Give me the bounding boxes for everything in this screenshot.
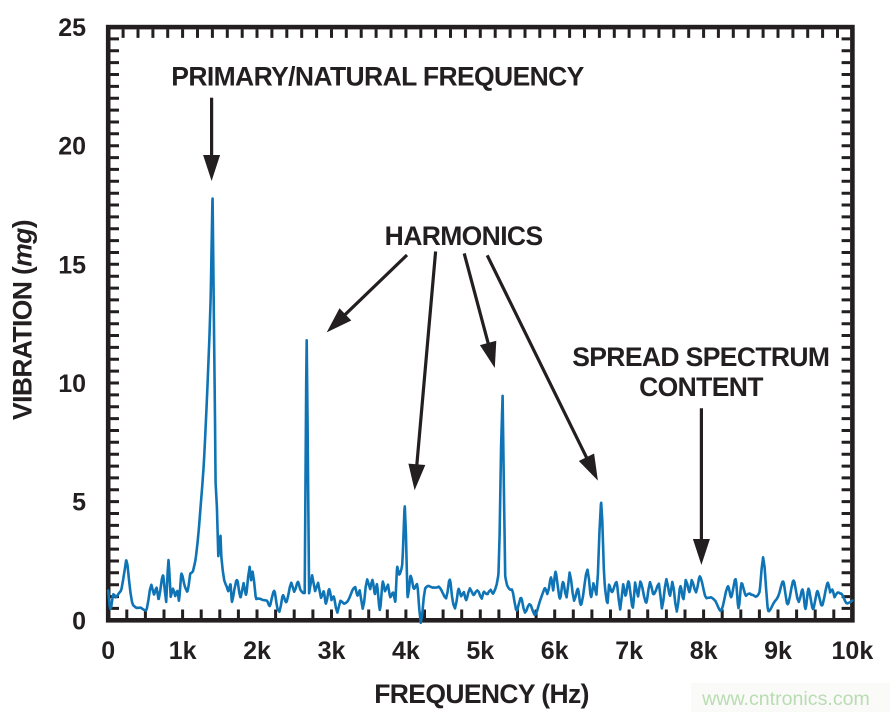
svg-text:10k: 10k (832, 637, 874, 665)
svg-text:0: 0 (101, 637, 115, 665)
svg-text:FREQUENCY (Hz): FREQUENCY (Hz) (374, 679, 589, 709)
svg-text:20: 20 (58, 133, 86, 161)
svg-text:PRIMARY/NATURAL FREQUENCY: PRIMARY/NATURAL FREQUENCY (171, 61, 584, 91)
svg-text:6k: 6k (541, 637, 569, 665)
svg-text:7k: 7k (615, 637, 643, 665)
svg-text:8k: 8k (690, 637, 718, 665)
svg-text:10: 10 (58, 370, 86, 398)
svg-text:15: 15 (58, 251, 86, 279)
svg-text:1k: 1k (169, 637, 197, 665)
svg-text:9k: 9k (764, 637, 792, 665)
svg-text:5k: 5k (466, 637, 494, 665)
svg-text:www.cntronics.com: www.cntronics.com (701, 688, 870, 710)
svg-text:5: 5 (72, 489, 86, 517)
svg-text:2k: 2k (243, 637, 271, 665)
svg-text:VIBRATION (mg): VIBRATION (mg) (8, 220, 38, 420)
svg-text:4k: 4k (392, 637, 420, 665)
svg-text:3k: 3k (318, 637, 346, 665)
svg-text:SPREAD SPECTRUM: SPREAD SPECTRUM (572, 342, 829, 372)
svg-text:0: 0 (72, 607, 86, 635)
svg-text:25: 25 (58, 14, 86, 42)
svg-text:HARMONICS: HARMONICS (385, 221, 543, 251)
svg-text:CONTENT: CONTENT (639, 372, 763, 402)
